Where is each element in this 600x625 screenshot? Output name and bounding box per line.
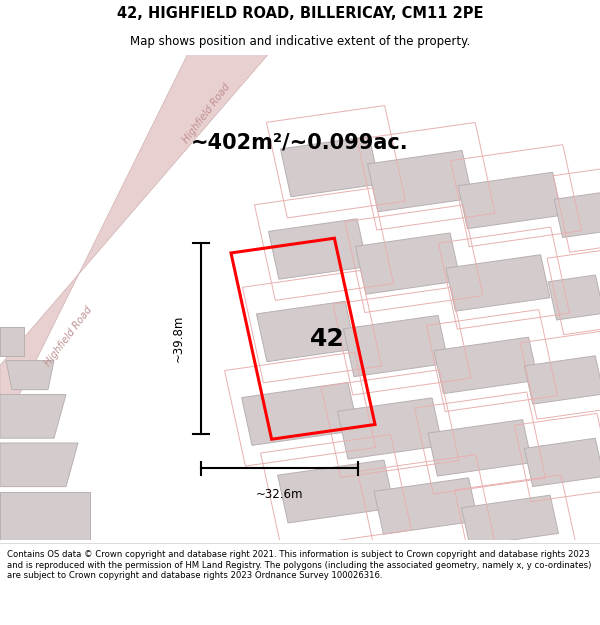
Polygon shape bbox=[356, 233, 460, 294]
Text: 42, HIGHFIELD ROAD, BILLERICAY, CM11 2PE: 42, HIGHFIELD ROAD, BILLERICAY, CM11 2PE bbox=[117, 6, 483, 21]
Polygon shape bbox=[548, 275, 600, 320]
Polygon shape bbox=[268, 219, 368, 279]
Polygon shape bbox=[461, 495, 559, 546]
Polygon shape bbox=[6, 361, 54, 389]
Text: Highfield Road: Highfield Road bbox=[43, 304, 95, 368]
Text: Contains OS data © Crown copyright and database right 2021. This information is : Contains OS data © Crown copyright and d… bbox=[7, 550, 592, 580]
Polygon shape bbox=[338, 398, 442, 459]
Text: Map shows position and indicative extent of the property.: Map shows position and indicative extent… bbox=[130, 35, 470, 48]
Polygon shape bbox=[524, 356, 600, 404]
Text: ~39.8m: ~39.8m bbox=[172, 315, 185, 362]
Text: ~32.6m: ~32.6m bbox=[256, 488, 303, 501]
Polygon shape bbox=[0, 45, 276, 433]
Polygon shape bbox=[0, 443, 78, 487]
Polygon shape bbox=[280, 136, 380, 197]
Text: ~402m²/~0.099ac.: ~402m²/~0.099ac. bbox=[191, 132, 409, 152]
Polygon shape bbox=[524, 438, 600, 486]
Text: 42: 42 bbox=[310, 327, 344, 351]
Polygon shape bbox=[278, 460, 394, 523]
Polygon shape bbox=[0, 394, 66, 438]
Polygon shape bbox=[446, 255, 550, 311]
Polygon shape bbox=[368, 151, 472, 212]
Polygon shape bbox=[344, 316, 448, 377]
Polygon shape bbox=[256, 301, 356, 362]
Polygon shape bbox=[434, 337, 538, 394]
Polygon shape bbox=[374, 478, 478, 534]
Polygon shape bbox=[0, 327, 24, 356]
Polygon shape bbox=[242, 382, 358, 446]
Text: Highfield Road: Highfield Road bbox=[181, 81, 233, 145]
Polygon shape bbox=[554, 192, 600, 238]
Polygon shape bbox=[0, 491, 90, 540]
Polygon shape bbox=[428, 419, 532, 476]
Polygon shape bbox=[458, 173, 562, 229]
